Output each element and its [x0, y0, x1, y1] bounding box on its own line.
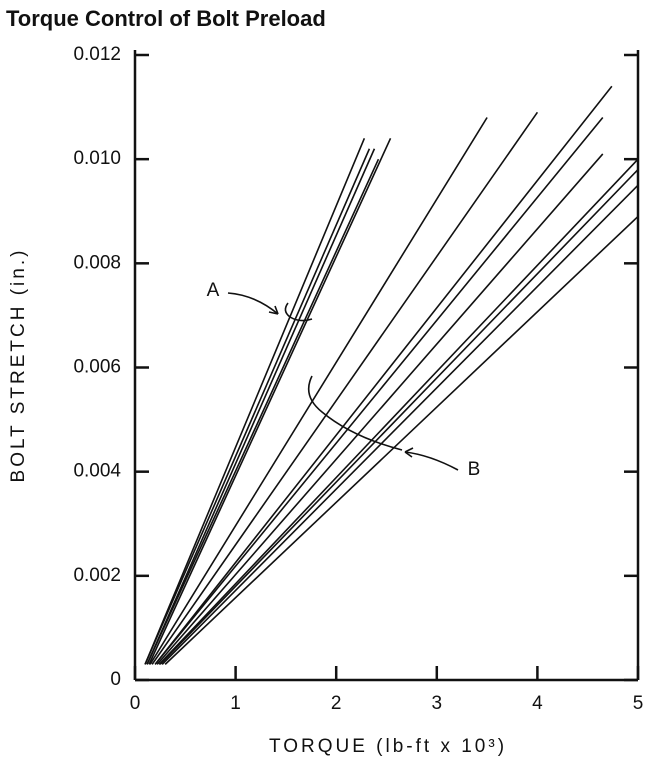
x-tick-label: 0	[130, 693, 141, 714]
y-tick-label: 0.010	[73, 148, 121, 169]
y-tick-label: 0	[110, 669, 121, 690]
x-tick-label: 5	[633, 693, 644, 714]
data-line	[159, 169, 639, 665]
data-line	[161, 184, 639, 665]
y-tick-label: 0.004	[73, 461, 121, 482]
arrowhead-b	[404, 447, 414, 458]
data-line	[149, 117, 488, 665]
bracket-b	[307, 375, 403, 451]
x-tick-label: 3	[432, 693, 443, 714]
data-line	[158, 158, 639, 665]
chart-title: Torque Control of Bolt Preload	[6, 6, 326, 31]
arrow-a	[227, 292, 279, 315]
data-line	[144, 138, 366, 665]
y-tick-label: 0.012	[73, 44, 121, 65]
annotation: B	[468, 459, 481, 480]
data-line	[151, 111, 539, 665]
data-line	[156, 153, 604, 665]
arrow-b	[404, 451, 459, 471]
annotation-arrows	[227, 292, 459, 471]
data-line	[146, 158, 380, 665]
arrowhead-a	[268, 305, 279, 315]
data-line	[164, 215, 639, 665]
x-axis-label: TORQUE (lb-ft x 10³)	[269, 736, 507, 757]
y-tick-label: 0.008	[73, 252, 121, 273]
y-tick-label: 0.006	[73, 357, 121, 378]
data-line	[144, 148, 371, 665]
data-line	[154, 85, 613, 665]
y-tick-label: 0.002	[73, 565, 121, 586]
x-tick-label: 2	[331, 693, 342, 714]
x-tick-label: 4	[532, 693, 543, 714]
data-line	[146, 148, 376, 665]
data-line	[154, 116, 604, 665]
y-axis-label: BOLT STRETCH (in.)	[8, 248, 29, 483]
x-tick-label: 1	[230, 693, 241, 714]
data-line	[148, 137, 392, 665]
annotation: A	[207, 280, 220, 301]
